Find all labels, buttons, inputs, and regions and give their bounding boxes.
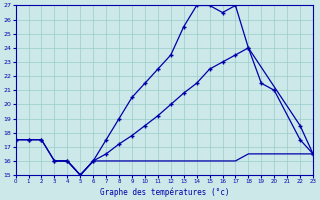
X-axis label: Graphe des températures (°c): Graphe des températures (°c) <box>100 187 229 197</box>
